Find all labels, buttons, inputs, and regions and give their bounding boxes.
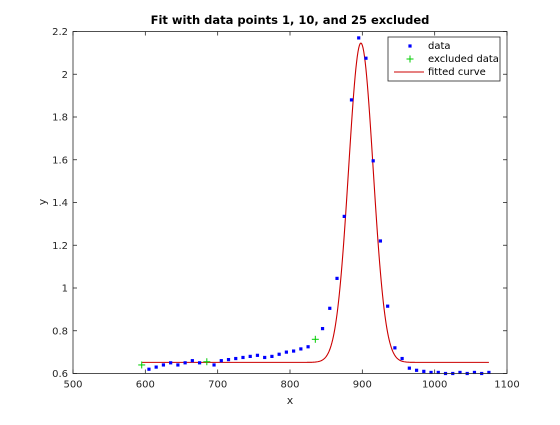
data-point [190,359,194,363]
legend: data excluded data fitted curve [387,36,501,82]
legend-entry-data: data [428,41,451,52]
data-point [357,36,361,40]
x-tick-label: 700 [208,380,227,391]
data-point [299,347,303,351]
plot-area [73,31,507,374]
data-point [371,159,375,163]
data-point [248,354,252,358]
x-axis-ticks: 500 600 700 800 900 1000 1100 [63,31,520,391]
x-axis-label: x [287,394,294,407]
data-point [342,214,346,218]
x-tick-label: 900 [353,380,372,391]
data-point [306,345,310,349]
excluded-data-point [138,361,146,369]
y-tick-label: 2.2 [52,27,68,38]
y-axis-ticks: 0.6 0.8 1 1.2 1.4 1.6 1.8 2 2.2 [52,27,507,380]
y-tick-label: 1.8 [52,113,68,124]
x-tick-label: 600 [136,380,155,391]
data-point [414,368,419,372]
data-point [422,369,426,373]
data-point [234,356,238,361]
legend-symbol-data [408,44,412,48]
data-point [407,366,411,370]
y-tick-label: 2 [62,70,68,81]
data-point [472,370,477,375]
data-point [400,356,404,361]
y-tick-label: 0.8 [52,326,68,337]
data-point [335,276,339,280]
y-axis-label: y [36,198,49,205]
data-point [219,359,223,363]
data-point [241,355,245,360]
legend-entry-excluded-data: excluded data [428,54,499,65]
x-tick-label: 800 [280,380,299,391]
y-tick-label: 0.6 [52,369,68,380]
data-point [169,361,173,365]
data-point [212,363,216,367]
data-point [197,361,202,365]
data-point [226,358,231,362]
data-point [378,239,383,243]
data-point [320,327,325,331]
data-point [263,355,267,360]
data-point [349,98,354,102]
data-point [436,370,440,375]
y-tick-label: 1.4 [52,198,68,209]
y-tick-label: 1 [62,284,68,295]
data-point [393,346,397,350]
data-point [386,304,390,308]
y-tick-label: 1.6 [52,155,68,166]
data-point [328,306,332,310]
legend-symbols [394,44,424,73]
data-point [364,56,368,60]
excluded-points-layer [138,335,319,369]
data-point [487,370,491,375]
legend-entry-fitted-curve: fitted curve [428,67,486,78]
data-point [176,363,180,367]
data-point [270,354,274,358]
data-point [147,367,151,371]
excluded-data-point [203,358,211,366]
data-point [183,361,187,365]
legend-symbol-excluded-data [406,55,414,63]
x-tick-label: 1000 [422,380,447,391]
chart-title: Fit with data points 1, 10, and 25 exclu… [151,13,430,27]
data-point [284,350,288,354]
excluded-data-point [311,335,319,343]
data-point [154,365,158,369]
data-point [277,352,281,356]
data-point [255,353,260,357]
data-point [429,370,433,375]
data-points-layer [147,36,491,376]
data-point [458,370,462,375]
y-tick-label: 1.2 [52,241,68,252]
data-point [161,363,166,367]
x-tick-label: 500 [63,380,82,391]
data-point [292,349,296,353]
x-tick-label: 1100 [494,380,519,391]
